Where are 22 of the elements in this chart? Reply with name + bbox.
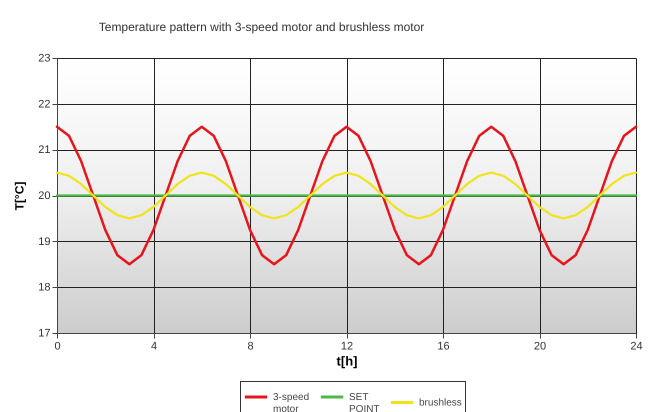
y-tick-label: 20 (38, 190, 50, 202)
legend-label: SET POINT (349, 392, 380, 412)
y-tick-label: 18 (38, 282, 50, 294)
line-series (56, 126, 638, 266)
y-tick-label: 19 (38, 236, 50, 248)
x-tick-label: 24 (630, 340, 643, 352)
x-tick-label: 20 (534, 340, 546, 352)
line-series (56, 171, 638, 220)
chart-title: Temperature pattern with 3-speed motor and brushless motor (98, 20, 424, 34)
x-axis-title: t[h] (336, 354, 358, 368)
x-tick-label: 0 (54, 340, 61, 352)
x-tick-label: 12 (340, 340, 354, 352)
legend-label: brushless (419, 398, 462, 408)
y-tick-label: 17 (38, 328, 50, 340)
y-axis-title: T[°C] (12, 182, 26, 210)
y-tick-label: 23 (38, 52, 50, 64)
x-tick-label: 8 (247, 340, 254, 352)
legend-label: 3-speed motor (273, 392, 310, 412)
x-tick-label: 4 (150, 340, 158, 352)
y-tick-label: 22 (38, 98, 50, 110)
x-tick-label: 16 (437, 340, 450, 352)
y-tick-label: 21 (38, 144, 50, 156)
